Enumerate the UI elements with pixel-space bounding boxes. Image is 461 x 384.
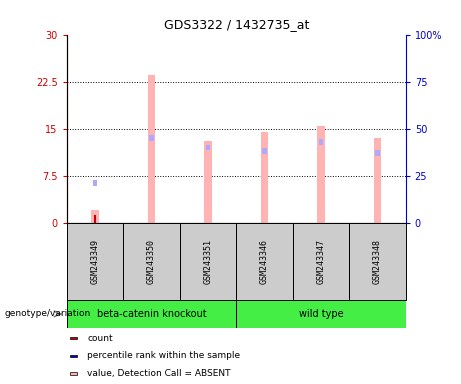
Text: GSM243349: GSM243349 (90, 238, 100, 284)
Bar (374, 138, 381, 223)
Bar (70, 337, 77, 339)
Text: GSM243346: GSM243346 (260, 238, 269, 284)
Text: beta-catenin knockout: beta-catenin knockout (97, 309, 207, 319)
Text: genotype/variation: genotype/variation (5, 310, 91, 318)
Bar (148, 75, 155, 223)
Bar (70, 372, 77, 374)
Bar (149, 135, 154, 141)
Bar (375, 150, 380, 156)
Text: value, Detection Call = ABSENT: value, Detection Call = ABSENT (87, 369, 230, 378)
Bar (262, 148, 267, 154)
Bar (204, 141, 212, 223)
Bar (206, 145, 210, 150)
FancyBboxPatch shape (180, 223, 236, 300)
FancyBboxPatch shape (123, 223, 180, 300)
Bar (261, 132, 268, 223)
Text: GSM243350: GSM243350 (147, 238, 156, 284)
Title: GDS3322 / 1432735_at: GDS3322 / 1432735_at (164, 18, 309, 31)
Text: GSM243348: GSM243348 (373, 238, 382, 284)
FancyBboxPatch shape (349, 223, 406, 300)
Bar (93, 180, 97, 186)
Bar (94, 215, 96, 223)
Text: percentile rank within the sample: percentile rank within the sample (87, 351, 240, 360)
FancyBboxPatch shape (67, 300, 236, 328)
FancyBboxPatch shape (67, 223, 123, 300)
Bar (319, 139, 323, 145)
Bar (70, 354, 77, 357)
FancyBboxPatch shape (236, 300, 406, 328)
Text: GSM243347: GSM243347 (316, 238, 325, 284)
FancyBboxPatch shape (236, 223, 293, 300)
FancyBboxPatch shape (293, 223, 349, 300)
Bar (317, 126, 325, 223)
Text: count: count (87, 334, 113, 343)
Text: wild type: wild type (299, 309, 343, 319)
Bar (91, 210, 99, 223)
Text: GSM243351: GSM243351 (203, 238, 213, 284)
